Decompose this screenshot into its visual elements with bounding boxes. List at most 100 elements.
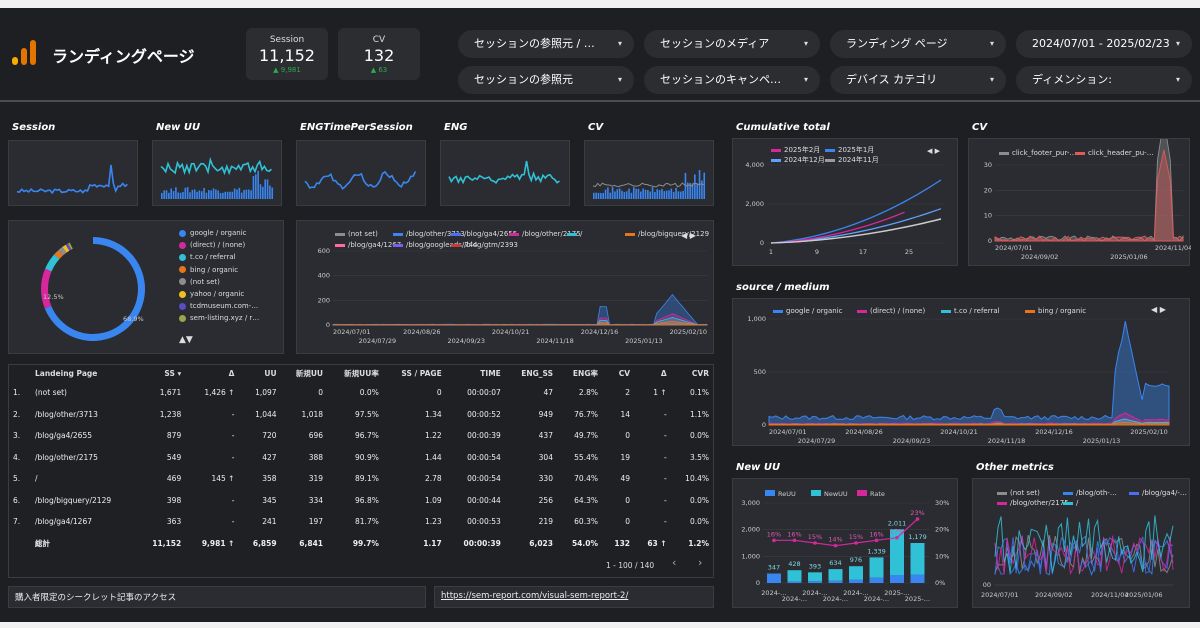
legend-label: t.co / referral xyxy=(190,253,236,262)
column-header[interactable]: Landeing Page xyxy=(35,368,98,378)
legend-item[interactable]: / xyxy=(567,230,582,238)
legend-item[interactable]: /blog/googleads/744 xyxy=(393,241,478,249)
column-header[interactable]: ENG_SS xyxy=(521,368,553,378)
legend-nav-button[interactable]: ◀ ▶ xyxy=(927,147,940,155)
column-header[interactable]: UU xyxy=(264,368,277,378)
pie-slice[interactable] xyxy=(54,250,64,260)
legend-item[interactable]: /blog/other/2175 xyxy=(997,499,1069,507)
legend-pager-button[interactable]: ▲▼ xyxy=(179,335,193,345)
legend-item[interactable]: google / organic xyxy=(773,307,843,315)
legend-item[interactable]: /blog/ga4/2655 xyxy=(451,230,517,238)
spark-bar xyxy=(210,190,212,199)
spark-bar xyxy=(271,187,274,199)
legend-item[interactable]: click_footer_pur-… xyxy=(999,149,1076,157)
legend-item[interactable]: /blog/bigquery/2129 xyxy=(625,230,709,238)
filter-dropdown[interactable]: セッションの参照元 / … ▾ xyxy=(458,30,634,58)
table-cell: 1,671 xyxy=(159,388,182,398)
legend-swatch-icon xyxy=(335,243,345,247)
column-header[interactable]: TIME xyxy=(480,368,501,378)
table-row[interactable]: 2. /blog/other/3713 1,238 - 1,044 1,018 97.5% 1… xyxy=(8,404,714,426)
next-page-button[interactable]: › xyxy=(698,556,703,569)
column-header[interactable]: 新規UU xyxy=(295,368,324,378)
pie-slice[interactable] xyxy=(41,268,52,309)
legend-item[interactable]: bing / organic xyxy=(1025,307,1086,315)
column-header[interactable]: 新規UU率 xyxy=(344,368,379,378)
table-cell: 00:00:44 xyxy=(467,495,501,505)
spark-bar xyxy=(651,187,654,199)
legend-item[interactable]: /blog/gtm/2393 xyxy=(451,241,518,249)
filter-label: ディメンション: xyxy=(1032,73,1112,86)
pie-slice[interactable] xyxy=(58,246,67,256)
table-row[interactable]: 7. /blog/ga4/1267 363 - 241 197 81.7% 1.23 00:00… xyxy=(8,511,714,533)
spark-bar xyxy=(618,188,621,199)
legend-item[interactable]: (direct) / (none) xyxy=(179,241,245,249)
filter-dropdown[interactable]: ランディング ページ ▾ xyxy=(830,30,1006,58)
legend-item[interactable]: (not set) xyxy=(179,278,220,286)
legend-item[interactable]: /blog/other/2175 xyxy=(509,230,581,238)
filter-dropdown[interactable]: 2024/07/01 - 2025/02/23 ▾ xyxy=(1016,30,1192,58)
column-header[interactable]: ENG率 xyxy=(572,368,598,378)
legend-item[interactable]: (direct) / (none) xyxy=(857,307,925,315)
table-row[interactable]: 3. /blog/ga4/2655 879 - 720 696 96.7% 1.22 00:00… xyxy=(8,425,714,447)
filter-dropdown[interactable]: セッションのキャンペ… ▾ xyxy=(644,66,820,94)
legend-nav-button[interactable]: ◀ ▶ xyxy=(1151,305,1166,314)
column-header[interactable]: SS / PAGE xyxy=(401,368,442,378)
column-header[interactable]: CVR xyxy=(691,368,709,378)
column-header[interactable]: Δ xyxy=(660,368,667,378)
column-header[interactable]: CV xyxy=(618,368,631,378)
filter-dropdown[interactable]: セッションのメディア ▾ xyxy=(644,30,820,58)
pie-slice[interactable] xyxy=(65,243,72,251)
legend-item[interactable]: NewUU xyxy=(811,490,848,498)
table-row[interactable]: 5. / 469 145 ↑ 358 319 89.1% 2.78 00:00:54 330 70.… xyxy=(8,468,714,490)
legend-item[interactable]: yahoo / organic xyxy=(179,290,244,298)
legend-item[interactable]: (not set) xyxy=(997,489,1040,497)
table-row[interactable]: 4. /blog/other/2175 549 - 427 388 90.9% 1.44 00:… xyxy=(8,447,714,469)
table-row[interactable]: 1. (not set) 1,671 1,426 ↑ 1,097 0 0.0% 0 00:00:… xyxy=(8,382,714,404)
legend-swatch-icon xyxy=(1063,491,1073,495)
table-row[interactable]: 6. /blog/bigquery/2129 398 - 345 334 96.8% 1.09… xyxy=(8,490,714,512)
legend-item[interactable]: tcdmuseum.com-… xyxy=(179,302,258,310)
legend-item[interactable]: ReUU xyxy=(765,490,796,498)
filter-dropdown[interactable]: セッションの参照元 ▾ xyxy=(458,66,634,94)
table-cell: 1. xyxy=(13,388,21,398)
legend-item[interactable]: google / organic xyxy=(179,229,247,237)
legend-item[interactable]: /blog/ga4/1267 xyxy=(335,241,401,249)
legend-item[interactable]: t.co / referral xyxy=(179,253,236,261)
legend-item[interactable]: Rate xyxy=(857,490,885,498)
table-cell: - xyxy=(231,409,235,419)
column-header[interactable]: Δ xyxy=(228,368,235,378)
pie-slice[interactable] xyxy=(67,242,73,250)
spark-bar xyxy=(165,190,168,199)
legend-swatch-icon xyxy=(451,243,461,247)
filter-dropdown[interactable]: デバイス カテゴリ ▾ xyxy=(830,66,1006,94)
legend-item[interactable]: bing / organic xyxy=(179,266,238,274)
legend-dot-icon xyxy=(179,290,186,298)
prev-page-button[interactable]: ‹ xyxy=(672,556,677,569)
legend-nav-button[interactable]: ◀ ▶ xyxy=(681,231,696,240)
spark-bar xyxy=(179,192,182,199)
column-header[interactable]: SS ▾ xyxy=(164,368,182,378)
legend-item[interactable]: 2025年2月 xyxy=(771,145,820,155)
legend-item[interactable]: t.co / referral xyxy=(941,307,1000,315)
filter-label: セッションのメディア xyxy=(660,37,770,50)
legend-item[interactable]: 2024年12月 xyxy=(771,155,825,165)
legend-item[interactable]: /blog/oth-… xyxy=(1063,489,1117,497)
legend-item[interactable]: sem-listing.xyz / r… xyxy=(179,314,259,322)
y-tick-label: 400 xyxy=(318,272,330,280)
spark-bar xyxy=(196,191,198,199)
legend-item[interactable]: 2024年11月 xyxy=(825,155,879,165)
pie-slice[interactable] xyxy=(62,244,70,253)
legend-item[interactable]: 2025年1月 xyxy=(825,145,874,155)
x-tick-label: 2024/07/01 xyxy=(333,328,370,336)
legend-item[interactable]: /blog/other/3713 xyxy=(393,230,465,238)
legend-item[interactable]: click_header_pu-… xyxy=(1075,149,1154,157)
legend-item[interactable]: (not set) xyxy=(335,230,378,238)
legend-label: click_footer_pur-… xyxy=(1012,149,1077,157)
pie-slice[interactable] xyxy=(45,254,60,272)
footer-link[interactable]: https://sem-report.com/visual-sem-report… xyxy=(434,586,714,608)
legend-item[interactable]: / xyxy=(1063,499,1078,507)
legend-item[interactable]: /blog/ga4/-… xyxy=(1129,489,1187,497)
filter-dropdown[interactable]: ディメンション: ▾ xyxy=(1016,66,1192,94)
table-total-cell: 6,859 xyxy=(252,538,277,548)
legend-swatch-icon xyxy=(811,490,821,496)
